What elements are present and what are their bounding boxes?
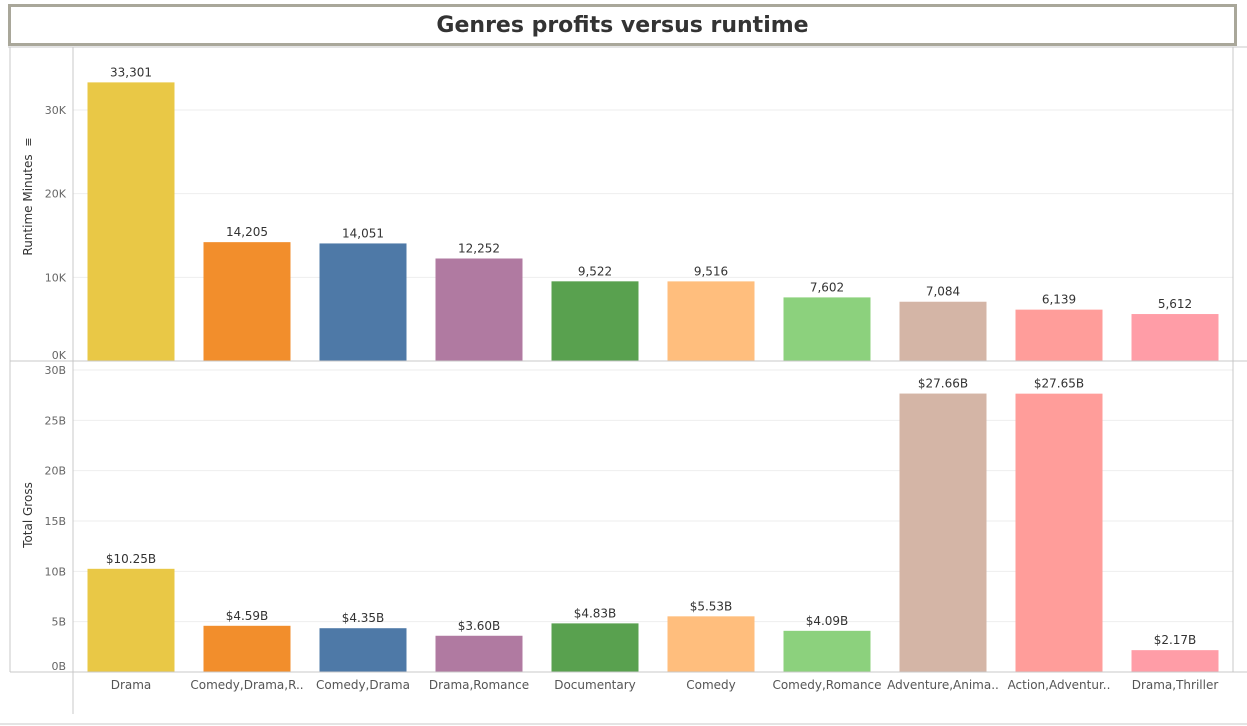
bar[interactable] — [551, 623, 639, 672]
x-tick-label: Drama,Romance — [429, 678, 529, 692]
data-label: 14,205 — [226, 225, 268, 239]
bar[interactable] — [319, 628, 407, 672]
y-tick-label: 15B — [44, 515, 66, 528]
data-label: $4.35B — [342, 611, 385, 625]
bar[interactable] — [551, 281, 639, 361]
data-label: 9,522 — [578, 264, 612, 278]
bar[interactable] — [783, 630, 871, 672]
data-label: $4.09B — [806, 614, 849, 628]
data-label: 6,139 — [1042, 293, 1076, 307]
chart-title-box: Genres profits versus runtime — [8, 4, 1237, 46]
y-tick-label: 20B — [44, 465, 66, 478]
data-label: $3.60B — [458, 619, 501, 633]
y-tick-label: 20K — [45, 188, 67, 201]
y-tick-label: 0K — [52, 349, 67, 362]
runtime-panel: 0K 10K 20K 30K 33,301 14,205 14,051 12,252 9,522… — [21, 65, 1233, 362]
data-label: $4.59B — [226, 609, 269, 623]
data-label: $5.53B — [690, 599, 733, 613]
chart-title: Genres profits versus runtime — [436, 12, 809, 38]
y-tick-label: 30K — [45, 104, 67, 117]
x-tick-label: Drama — [111, 678, 152, 692]
data-label: 12,252 — [458, 241, 500, 255]
bar[interactable] — [1131, 650, 1219, 672]
data-label: $27.65B — [1034, 377, 1084, 391]
x-tick-label: Drama,Thriller — [1132, 678, 1219, 692]
data-label: 33,301 — [110, 65, 152, 79]
bar[interactable] — [435, 258, 523, 361]
x-tick-label: Comedy,Drama,R.. — [190, 678, 303, 692]
x-tick-label: Action,Adventur.. — [1008, 678, 1111, 692]
data-label: $27.66B — [918, 377, 968, 391]
bar[interactable] — [203, 242, 291, 361]
data-label: $10.25B — [106, 552, 156, 566]
x-tick-label: Comedy,Romance — [772, 678, 881, 692]
y-tick-label: 10K — [45, 271, 67, 284]
data-label: 7,602 — [810, 280, 844, 294]
bar[interactable] — [1015, 309, 1103, 361]
data-label: 14,051 — [342, 226, 384, 240]
x-tick-label: Adventure,Anima.. — [887, 678, 999, 692]
y-tick-label: 25B — [44, 414, 66, 427]
bar[interactable] — [899, 301, 987, 361]
gross-panel: 0B 5B 10B 15B 20B 25B 30B $10.25B $4.59B $4.35B $3… — [21, 364, 1233, 692]
y-tick-label: 30B — [44, 364, 66, 377]
data-label: 7,084 — [926, 285, 960, 299]
x-tick-label: Comedy — [686, 678, 736, 692]
y-axis-title: Total Gross — [21, 482, 35, 549]
bar[interactable] — [87, 568, 175, 672]
y-tick-label: 5B — [51, 616, 66, 629]
bar[interactable] — [319, 243, 407, 361]
bar[interactable] — [87, 82, 175, 362]
bar[interactable] — [667, 281, 755, 361]
bar[interactable] — [1015, 393, 1103, 672]
bar[interactable] — [899, 393, 987, 672]
bar[interactable] — [667, 616, 755, 672]
data-label: 5,612 — [1158, 297, 1192, 311]
x-tick-label: Comedy,Drama — [316, 678, 410, 692]
bar[interactable] — [1131, 314, 1219, 361]
x-tick-label: Documentary — [554, 678, 636, 692]
data-label: 9,516 — [694, 264, 728, 278]
y-tick-label: 10B — [44, 565, 66, 578]
bar[interactable] — [203, 625, 291, 672]
bar[interactable] — [783, 297, 871, 361]
y-tick-label: 0B — [51, 660, 66, 673]
data-label: $4.83B — [574, 606, 617, 620]
sort-descending-icon[interactable]: ≡ — [22, 137, 35, 146]
y-axis-title: Runtime Minutes — [21, 154, 35, 255]
data-label: $2.17B — [1154, 633, 1197, 647]
chart-frame — [0, 46, 1247, 725]
bar[interactable] — [435, 635, 523, 672]
